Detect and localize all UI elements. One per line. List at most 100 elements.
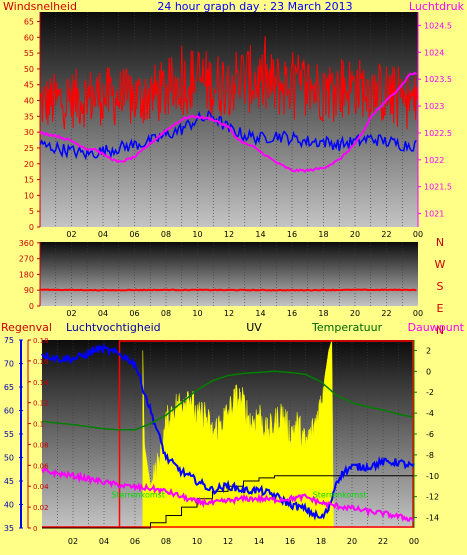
temperature-line xyxy=(41,370,413,431)
temp-tick-label: -4 xyxy=(426,409,434,418)
p1-right-tick-label: 1021 xyxy=(424,210,444,219)
p1-left-tick-label: 5 xyxy=(29,207,34,216)
p1-left-tick-label: 25 xyxy=(24,144,34,153)
p1-left-tick-label: 10 xyxy=(24,191,34,200)
p3-x-tick-label: 12 xyxy=(223,537,233,546)
temp-tick-label: -14 xyxy=(426,514,439,523)
p1-right-tick-label: 1024 xyxy=(424,48,444,57)
p2-tick-label: 180 xyxy=(19,270,34,279)
p3-x-tick-label: 06 xyxy=(130,537,140,546)
p1-left-tick-label: 35 xyxy=(24,112,34,121)
pressure-line xyxy=(39,71,418,173)
p1-x-tick-label: 22 xyxy=(381,230,391,239)
p1-left-tick-label: 55 xyxy=(24,49,34,58)
p2-x-tick-label: 10 xyxy=(192,309,202,318)
p2-x-tick-label: 02 xyxy=(66,309,76,318)
rain-line xyxy=(42,475,415,529)
sunset-label: Sterrenkomst xyxy=(313,490,367,499)
dewpoint-line xyxy=(41,466,415,522)
sunrise-label: Sterrenkomst xyxy=(111,490,165,499)
p2-tick-label: 0 xyxy=(29,302,34,311)
p1-right-tick-label: 1021.5 xyxy=(424,183,452,192)
p1-left-tick-label: 15 xyxy=(24,176,34,185)
p3-x-tick-label: 10 xyxy=(192,537,202,546)
p3-x-tick-label: 22 xyxy=(378,537,388,546)
p1-x-tick-label: 02 xyxy=(66,230,76,239)
temp-tick-label: -10 xyxy=(426,472,439,481)
compass-label: N xyxy=(436,324,444,337)
temp-tick-label: -2 xyxy=(426,388,434,397)
p2-x-tick-label: 16 xyxy=(287,309,297,318)
temp-tick-label: -12 xyxy=(426,493,439,502)
humidity-tick-label: 65 xyxy=(4,383,14,392)
rain-tick-label: 0.14 xyxy=(33,379,49,387)
p1-right-tick-label: 1022.5 xyxy=(424,129,452,138)
temp-tick-label: -6 xyxy=(426,430,434,439)
p3-x-tick-label: 04 xyxy=(99,537,109,546)
compass-label: E xyxy=(437,302,444,315)
rain-tick-label: 0.1 xyxy=(33,421,44,429)
p1-left-tick-label: 65 xyxy=(24,17,34,26)
rain-tick-label: 0.08 xyxy=(33,441,49,449)
compass-label: S xyxy=(437,280,444,293)
p2-x-tick-label: 06 xyxy=(129,309,139,318)
temp-tick-label: 0 xyxy=(426,367,431,376)
humidity-tick-label: 75 xyxy=(4,336,14,345)
p2-x-tick-label: 20 xyxy=(350,309,360,318)
p1-x-tick-label: 06 xyxy=(129,230,139,239)
p1-left-tick-label: 30 xyxy=(24,128,34,137)
wind-axis-label: Windsnelheid xyxy=(3,0,77,13)
rain-tick-label: 0.06 xyxy=(33,462,49,470)
p1-right-tick-label: 1022 xyxy=(424,156,444,165)
p1-x-tick-label: 08 xyxy=(161,230,171,239)
daylight-window xyxy=(118,340,414,528)
rain-axis-label: Regenval xyxy=(1,321,52,334)
p3-x-tick-label: 20 xyxy=(347,537,357,546)
compass-label: N xyxy=(436,236,444,249)
pressure-axis-label: Luchtdruk xyxy=(409,0,465,13)
temp-tick-label: 2 xyxy=(426,346,431,355)
p2-x-tick-label: 18 xyxy=(318,309,328,318)
compass-label: W xyxy=(435,258,446,271)
p3-x-tick-label: 16 xyxy=(285,537,295,546)
humidity-tick-label: 45 xyxy=(4,477,14,486)
p3-x-tick-label: 18 xyxy=(316,537,326,546)
p1-right-tick-label: 1023 xyxy=(424,102,444,111)
p2-x-tick-label: 14 xyxy=(255,309,265,318)
humidity-axis-label: Luchtvochtigheid xyxy=(66,321,161,334)
rain-tick-label: 0.16 xyxy=(33,358,49,366)
p1-left-tick-label: 20 xyxy=(24,160,34,169)
p3-x-tick-label: 00 xyxy=(409,537,419,546)
p1-x-tick-label: 00 xyxy=(413,230,423,239)
humidity-tick-label: 60 xyxy=(4,407,14,416)
rain-tick-label: 0.12 xyxy=(33,400,49,408)
rain-tick-label: 0.04 xyxy=(33,483,49,491)
p1-x-tick-label: 14 xyxy=(255,230,265,239)
p1-x-tick-label: 04 xyxy=(98,230,108,239)
humidity-tick-label: 70 xyxy=(4,360,14,369)
rain-tick-label: 0.02 xyxy=(33,504,49,512)
p2-tick-label: 360 xyxy=(19,239,34,248)
panel1-plot-area xyxy=(40,12,418,227)
p2-x-tick-label: 08 xyxy=(161,309,171,318)
p1-left-tick-label: 40 xyxy=(24,97,34,106)
wind-gust-line xyxy=(39,36,418,130)
p2-x-tick-label: 12 xyxy=(224,309,234,318)
uv-axis-label: UV xyxy=(246,321,262,334)
uv-area xyxy=(142,339,334,529)
p3-x-tick-label: 02 xyxy=(68,537,78,546)
p2-tick-label: 90 xyxy=(24,286,34,295)
temperature-axis-label: Temperatuur xyxy=(311,321,383,334)
p1-x-tick-label: 12 xyxy=(224,230,234,239)
p1-left-tick-label: 50 xyxy=(24,65,34,74)
p3-x-tick-label: 08 xyxy=(161,537,171,546)
humidity-tick-label: 35 xyxy=(4,524,14,533)
humidity-tick-label: 40 xyxy=(4,501,14,510)
chart-title: 24 hour graph day : 23 March 2013 xyxy=(157,0,352,13)
p1-left-tick-label: 60 xyxy=(24,33,34,42)
p1-right-tick-label: 1024.5 xyxy=(424,21,452,30)
p2-x-tick-label: 04 xyxy=(98,309,108,318)
humidity-tick-label: 50 xyxy=(4,454,14,463)
p2-x-tick-label: 22 xyxy=(381,309,391,318)
